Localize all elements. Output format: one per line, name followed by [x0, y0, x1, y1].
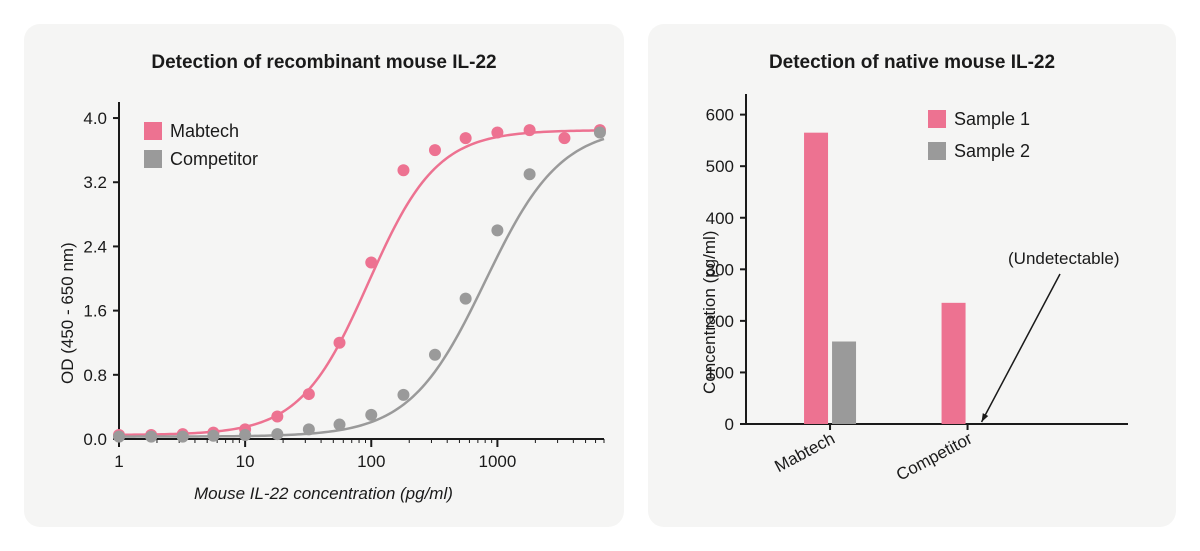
- right-y-axis-label: Concentration (pg/ml): [700, 231, 720, 394]
- svg-text:(Undetectable): (Undetectable): [1008, 249, 1120, 268]
- svg-text:1000: 1000: [478, 452, 516, 471]
- svg-text:Sample 1: Sample 1: [954, 109, 1030, 129]
- figure-wrap: Detection of recombinant mouse IL-22 OD …: [0, 0, 1200, 551]
- svg-text:0: 0: [725, 415, 734, 434]
- left-x-axis-label: Mouse IL-22 concentration (pg/ml): [194, 484, 453, 504]
- svg-text:10: 10: [236, 452, 255, 471]
- right-chart-svg: 0100200300400500600MabtechCompetitorSamp…: [648, 24, 1176, 527]
- svg-text:4.0: 4.0: [83, 109, 107, 128]
- svg-text:Mabtech: Mabtech: [771, 429, 837, 476]
- svg-text:400: 400: [706, 209, 734, 228]
- svg-text:Competitor: Competitor: [893, 429, 976, 485]
- left-y-axis-label: OD (450 - 650 nm): [58, 242, 78, 384]
- svg-text:500: 500: [706, 157, 734, 176]
- left-chart-svg: 0.0 0.8 1.6 2.4 3.2 4.0 1 10 100 1000 Mabtech Compe…: [24, 24, 624, 527]
- svg-text:0.0: 0.0: [83, 430, 107, 449]
- svg-text:600: 600: [706, 106, 734, 125]
- right-chart-panel: Detection of native mouse IL-22 Concentr…: [648, 24, 1176, 527]
- svg-text:0.8: 0.8: [83, 366, 107, 385]
- right-chart-title: Detection of native mouse IL-22: [648, 52, 1176, 74]
- svg-text:Mabtech: Mabtech: [170, 121, 239, 141]
- svg-text:Competitor: Competitor: [170, 149, 258, 169]
- svg-text:2.4: 2.4: [83, 237, 107, 256]
- svg-text:3.2: 3.2: [83, 173, 107, 192]
- left-chart-title: Detection of recombinant mouse IL-22: [24, 52, 624, 74]
- left-chart-panel: Detection of recombinant mouse IL-22 OD …: [24, 24, 624, 527]
- svg-text:100: 100: [357, 452, 385, 471]
- svg-text:1.6: 1.6: [83, 302, 107, 321]
- svg-text:Sample 2: Sample 2: [954, 141, 1030, 161]
- svg-text:1: 1: [114, 452, 123, 471]
